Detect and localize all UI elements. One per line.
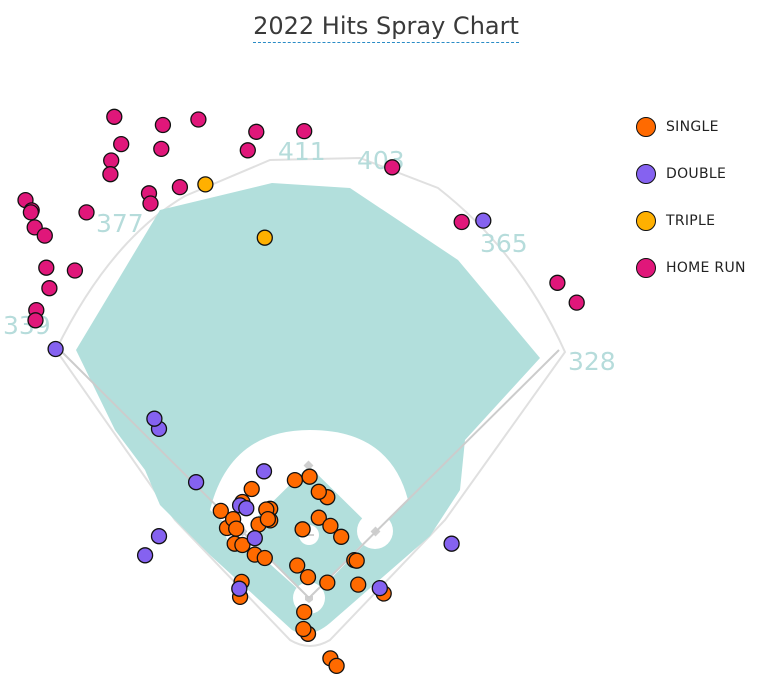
- distance-label-right-center: 365: [480, 229, 528, 258]
- hit-point-single: [299, 568, 317, 586]
- hit-point-home-run: [239, 142, 256, 159]
- hit-point-home-run: [384, 159, 401, 176]
- hit-point-single: [256, 549, 273, 567]
- hit-point-home-run: [66, 262, 84, 279]
- hit-point-single: [348, 552, 365, 569]
- legend-item-single: SINGLE: [636, 103, 746, 150]
- hit-point-double: [47, 340, 64, 358]
- hit-point-home-run: [38, 259, 55, 276]
- hit-point-home-run: [22, 204, 40, 221]
- legend-swatch-double: [636, 163, 656, 184]
- hit-point-single: [259, 510, 277, 528]
- hit-point-home-run: [41, 280, 58, 297]
- hit-point-double: [150, 528, 168, 545]
- legend-swatch-home-run: [636, 257, 656, 278]
- legend-label-single: SINGLE: [666, 118, 719, 135]
- distance-label-left: 339: [3, 311, 51, 340]
- hit-point-single: [234, 536, 251, 554]
- hit-point-home-run: [549, 274, 566, 291]
- hit-point-double: [187, 474, 205, 491]
- hit-point-single: [286, 471, 304, 489]
- hit-point-home-run: [78, 204, 95, 221]
- legend-item-home-run: HOME RUN: [636, 244, 746, 291]
- hit-point-triple: [256, 229, 273, 246]
- legend-swatch-triple: [636, 210, 656, 231]
- distance-label-center: 411: [278, 137, 326, 166]
- legend: SINGLE DOUBLE TRIPLE HOME RUN: [636, 103, 746, 291]
- legend-label-home-run: HOME RUN: [666, 259, 746, 276]
- hit-point-home-run: [106, 108, 123, 125]
- hit-point-double: [231, 580, 248, 597]
- hit-point-home-run: [153, 140, 170, 158]
- outfield-grass: [76, 183, 540, 634]
- distance-label-right: 328: [568, 347, 616, 376]
- hit-point-triple: [197, 176, 214, 193]
- hit-point-double: [238, 500, 255, 517]
- hit-point-single: [289, 557, 306, 574]
- hit-point-home-run: [248, 123, 265, 140]
- hit-point-home-run: [296, 122, 313, 140]
- legend-item-triple: TRIPLE: [636, 197, 746, 244]
- home-plate: [305, 596, 313, 603]
- legend-swatch-single: [636, 116, 656, 137]
- hit-point-home-run: [113, 135, 130, 153]
- hit-point-home-run: [190, 111, 207, 128]
- hit-point-double: [475, 212, 492, 229]
- hit-point-single: [310, 483, 327, 500]
- hit-point-double: [371, 579, 388, 597]
- chart-title: 2022 Hits Spray Chart: [0, 12, 772, 43]
- outer-boundary: [54, 156, 567, 647]
- hit-point-single: [212, 502, 229, 520]
- hit-point-double: [146, 410, 163, 427]
- hit-point-single: [296, 603, 313, 621]
- hit-point-home-run: [36, 227, 53, 244]
- legend-label-double: DOUBLE: [666, 165, 727, 182]
- hit-point-home-run: [27, 312, 44, 329]
- hit-point-single: [350, 576, 367, 593]
- hit-point-single: [328, 657, 345, 675]
- hit-point-home-run: [103, 152, 120, 169]
- hit-point-single: [294, 521, 311, 538]
- second-base: [303, 460, 314, 471]
- hit-point-double: [443, 535, 460, 552]
- hit-point-single: [243, 480, 260, 498]
- hit-point-double: [255, 463, 273, 480]
- distance-label-left-center: 377: [96, 209, 144, 238]
- hit-point-single: [319, 574, 336, 591]
- hit-point-home-run: [171, 178, 189, 196]
- hit-point-single: [333, 528, 350, 545]
- hit-point-single: [310, 509, 327, 526]
- hit-point-home-run: [154, 116, 172, 134]
- hit-point-double: [136, 547, 154, 564]
- legend-item-double: DOUBLE: [636, 150, 746, 197]
- hit-point-home-run: [102, 166, 119, 183]
- hit-point-single: [295, 620, 312, 638]
- hit-point-home-run: [142, 195, 159, 212]
- hit-point-home-run: [453, 213, 470, 231]
- hit-point-double: [246, 530, 263, 547]
- hit-point-single: [322, 517, 339, 535]
- hit-point-single: [228, 520, 245, 537]
- hit-points: [17, 108, 585, 675]
- hit-point-home-run: [568, 294, 585, 311]
- legend-label-triple: TRIPLE: [666, 212, 716, 229]
- hit-point-single: [301, 468, 318, 485]
